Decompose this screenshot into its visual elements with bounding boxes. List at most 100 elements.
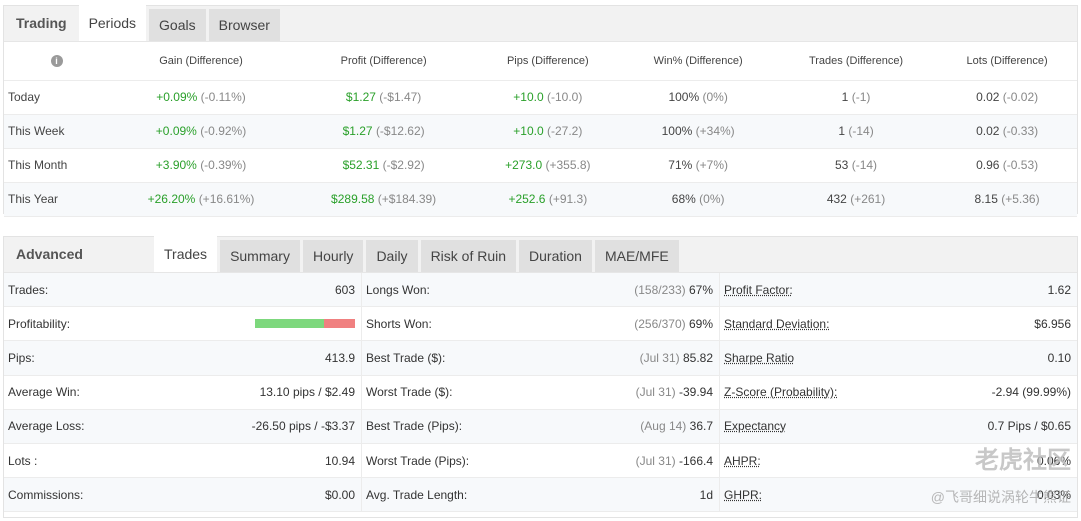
stat-value: (Jul 31) 85.82 bbox=[640, 351, 713, 365]
stat-row: Average Win: 13.10 pips / $2.49 bbox=[4, 376, 361, 410]
difference: (-$12.62) bbox=[375, 124, 425, 138]
stat-number: 69% bbox=[688, 316, 713, 331]
stat-row: Shorts Won: (256/370) 69% bbox=[362, 307, 719, 342]
stat-number: 67% bbox=[688, 282, 713, 297]
stat-detail: (Aug 14) bbox=[640, 419, 687, 434]
period-cell-gain: +3.90% (-0.39%) bbox=[109, 148, 294, 183]
stat-detail: (Jul 31) bbox=[639, 350, 680, 365]
period-cell-win: 100% (0%) bbox=[621, 80, 775, 115]
period-cell-pips: +252.6 (+91.3) bbox=[474, 182, 622, 217]
info-icon[interactable]: i bbox=[50, 54, 63, 67]
stat-label[interactable]: AHPR: bbox=[724, 453, 761, 468]
period-cell-lots: 8.15 (+5.36) bbox=[937, 182, 1077, 217]
period-cell-trades: 53 (-14) bbox=[774, 148, 938, 183]
stat-detail: (256/370) bbox=[634, 316, 686, 331]
period-cell-lots: 0.96 (-0.53) bbox=[937, 148, 1077, 183]
period-cell-trades: 1 (-1) bbox=[774, 80, 938, 115]
stats-col-3: Profit Factor: 1.62 Standard Deviation: $6.… bbox=[720, 273, 1077, 513]
stat-row: Profitability: bbox=[4, 307, 361, 342]
trading-title: Trading bbox=[16, 15, 67, 31]
stat-value: (Aug 14) 36.7 bbox=[640, 419, 713, 433]
period-cell-trades: 1 (-14) bbox=[774, 114, 938, 149]
stat-label: Longs Won: bbox=[366, 282, 430, 297]
stat-number: $0.00 bbox=[324, 487, 355, 502]
stat-value: 0.06% bbox=[1037, 454, 1071, 468]
value: $52.31 bbox=[342, 158, 380, 172]
stat-row: Trades: 603 bbox=[4, 273, 361, 308]
difference: (-$2.92) bbox=[382, 158, 425, 172]
period-cell-pips: +273.0 (+355.8) bbox=[474, 148, 622, 183]
value: 0.02 bbox=[976, 90, 1000, 104]
header-win: Win% (Difference) bbox=[621, 42, 775, 81]
stat-label[interactable]: Z-Score (Probability): bbox=[724, 385, 838, 400]
value: +0.09% bbox=[156, 90, 198, 104]
tab-mae-mfe[interactable]: MAE/MFE bbox=[594, 240, 679, 272]
stat-value: (158/233) 67% bbox=[634, 283, 713, 297]
watermark-author: @飞哥细说涡轮牛熊证 bbox=[930, 489, 1071, 505]
stat-value bbox=[255, 317, 355, 331]
stat-number: 413.9 bbox=[324, 350, 355, 365]
tab-daily[interactable]: Daily bbox=[366, 240, 418, 272]
value: +10.0 bbox=[513, 124, 544, 138]
value: 1 bbox=[841, 90, 849, 104]
period-cell-label: This Week bbox=[4, 114, 109, 149]
period-cell-lots: 0.02 (-0.33) bbox=[937, 114, 1077, 149]
tab-browser[interactable]: Browser bbox=[208, 9, 280, 41]
stat-number: 603 bbox=[334, 282, 355, 297]
stat-label: Shorts Won: bbox=[366, 316, 432, 331]
tab-summary[interactable]: Summary bbox=[220, 240, 300, 272]
period-cell-gain: +0.09% (-0.92%) bbox=[109, 114, 294, 149]
difference: (+16.61%) bbox=[198, 192, 255, 206]
tab-trades[interactable]: Trades bbox=[154, 236, 218, 272]
stat-row: Commissions: $0.00 bbox=[4, 478, 361, 513]
adv-tabbar: Advanced Statistics Trades Summary Hourl… bbox=[4, 236, 1077, 298]
period-cell-win: 71% (+7%) bbox=[621, 148, 775, 183]
period-cell-pips: +10.0 (-27.2) bbox=[474, 114, 622, 149]
period-cell-label: Today bbox=[4, 80, 109, 115]
stat-value: -26.50 pips / -$3.37 bbox=[252, 419, 355, 433]
stat-label[interactable]: Standard Deviation: bbox=[724, 316, 830, 331]
value: 8.15 bbox=[974, 192, 998, 206]
tab-risk-of-ruin[interactable]: Risk of Ruin bbox=[420, 240, 517, 272]
stat-row: Pips: 413.9 bbox=[4, 341, 361, 376]
period-cell-profit: $1.27 (-$12.62) bbox=[293, 114, 475, 149]
header-profit: Profit (Difference) bbox=[293, 42, 475, 81]
period-cell-profit: $1.27 (-$1.47) bbox=[293, 80, 475, 115]
stat-label[interactable]: Sharpe Ratio bbox=[724, 350, 795, 365]
period-row: This Year +26.20% (+16.61%) $289.58 (+$184… bbox=[4, 182, 1077, 217]
stat-label[interactable]: Profit Factor: bbox=[724, 282, 793, 297]
period-row: Today +0.09% (-0.11%) $1.27 (-$1.47) +10.0 … bbox=[4, 80, 1077, 115]
period-cell-win: 68% (0%) bbox=[621, 182, 775, 217]
tab-duration[interactable]: Duration bbox=[519, 240, 592, 272]
stat-number: 0.10 bbox=[1047, 350, 1071, 365]
info-header: i bbox=[4, 42, 109, 81]
difference: (-14) bbox=[848, 124, 874, 138]
value: +252.6 bbox=[508, 192, 546, 206]
top-tabbar: Trading Periods Goals Browser bbox=[4, 5, 1077, 42]
period-cell-trades: 432 (+261) bbox=[774, 182, 938, 217]
stat-row: Sharpe Ratio 0.10 bbox=[720, 341, 1077, 376]
watermark-logo-text: 老虎社区 bbox=[975, 447, 1071, 474]
difference: (+5.36) bbox=[1001, 192, 1040, 206]
tab-hourly[interactable]: Hourly bbox=[302, 240, 364, 272]
tab-goals[interactable]: Goals bbox=[149, 9, 206, 41]
difference: (-1) bbox=[851, 90, 871, 104]
stat-value: $6.956 bbox=[1034, 317, 1071, 331]
stat-value: 1.62 bbox=[1048, 283, 1071, 297]
difference: (-14) bbox=[851, 158, 878, 172]
difference: (-0.53) bbox=[1002, 158, 1039, 172]
stat-label[interactable]: Expectancy bbox=[724, 419, 787, 434]
stat-row: Longs Won: (158/233) 67% bbox=[362, 273, 719, 308]
stat-value: 0.7 Pips / $0.65 bbox=[988, 419, 1071, 433]
stat-label: Average Win: bbox=[8, 385, 80, 400]
value: 71% bbox=[668, 158, 693, 172]
value: +0.09% bbox=[155, 124, 197, 138]
periods-panel: Trading Periods Goals Browser i Gain (Di… bbox=[3, 5, 1078, 217]
value: +26.20% bbox=[147, 192, 196, 206]
stat-label[interactable]: GHPR: bbox=[724, 487, 763, 502]
stat-row: Profit Factor: 1.62 bbox=[720, 273, 1077, 308]
stat-number: 1.62 bbox=[1047, 282, 1071, 297]
stat-row: Best Trade (Pips): (Aug 14) 36.7 bbox=[362, 409, 719, 444]
tab-periods[interactable]: Periods bbox=[78, 5, 147, 41]
value: 100% bbox=[668, 90, 700, 104]
